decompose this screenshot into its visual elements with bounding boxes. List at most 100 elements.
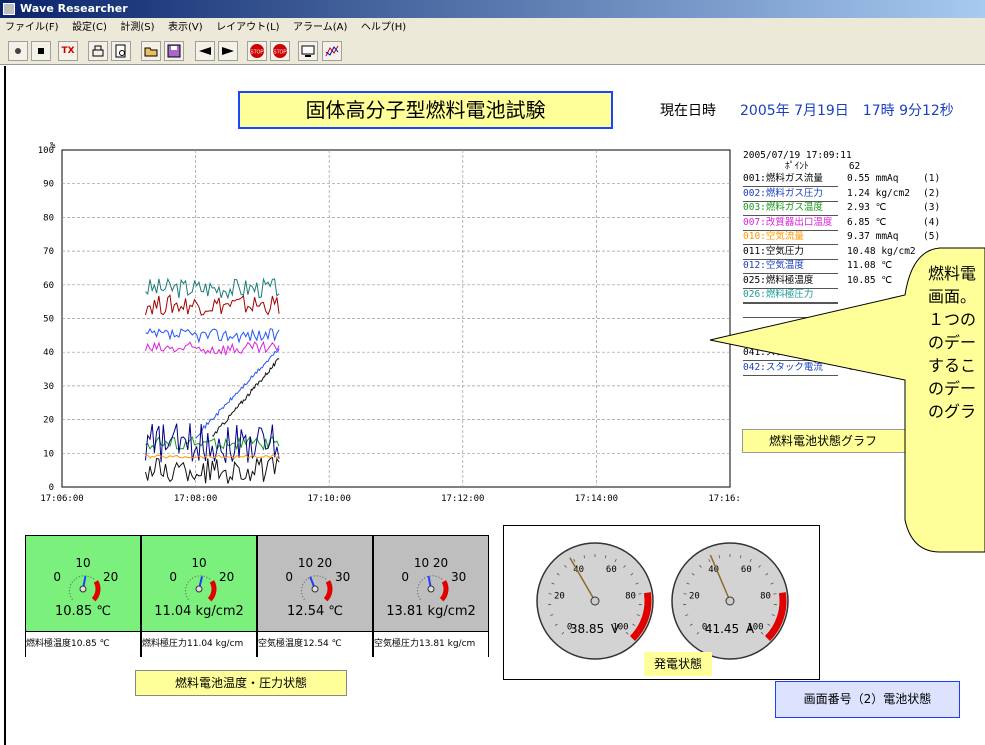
datetime-label: 現在日時 bbox=[660, 103, 716, 119]
legend-name: 003:燃料ガス温度 bbox=[743, 201, 838, 216]
print-icon[interactable] bbox=[88, 41, 108, 61]
gauge-scale bbox=[301, 575, 328, 600]
y-tick-label: 90 bbox=[43, 180, 54, 190]
gauge-scale bbox=[69, 575, 96, 600]
y-tick-label: 40 bbox=[43, 348, 54, 358]
legend-timestamp: 2005/07/19 17:09:11 bbox=[743, 150, 852, 161]
stop-sign-icon-2[interactable]: STOP bbox=[270, 41, 290, 61]
legend-row: 011:空気圧力 10.48 kg/cm2 bbox=[743, 245, 943, 260]
legend-value: 0.55 mmAq bbox=[847, 173, 899, 184]
gauge-hub bbox=[79, 585, 87, 593]
meter-tick-label: 60 bbox=[606, 565, 617, 575]
legend-name: 001:燃料ガス流量 bbox=[743, 172, 838, 187]
scroll-left-icon[interactable] bbox=[195, 41, 215, 61]
series-line bbox=[212, 357, 280, 437]
meter-hub bbox=[725, 596, 735, 606]
legend-row: 001:燃料ガス流量 0.55 mmAq (1) bbox=[743, 172, 943, 187]
series-line bbox=[145, 456, 280, 484]
power-label: 発電状態 bbox=[644, 652, 712, 676]
series-line bbox=[195, 348, 280, 439]
meter-tick bbox=[771, 614, 775, 616]
meter-tick bbox=[556, 573, 560, 576]
gauge-cell: 0 10 20 11.04 kg/cm2 燃料極圧力11.04 kg/cm bbox=[141, 535, 257, 657]
preview-icon[interactable] bbox=[111, 41, 131, 61]
legend-name: 025:燃料極温度 bbox=[743, 274, 838, 289]
save-icon[interactable] bbox=[164, 41, 184, 61]
legend-row bbox=[743, 302, 943, 318]
gauge-caption: 空気極圧力13.81 kg/cm bbox=[374, 631, 488, 657]
record-icon[interactable] bbox=[8, 41, 28, 61]
meter-tick-label: 20 bbox=[554, 591, 565, 601]
menu-view[interactable]: 表示(V) bbox=[168, 22, 203, 33]
gauge-scale bbox=[185, 575, 212, 600]
meter-tick-label: 100 bbox=[612, 622, 628, 632]
y-unit-label: % bbox=[50, 141, 56, 151]
callout-line: のデー bbox=[928, 333, 977, 352]
datetime-value: 2005年 7月19日 17時 9分12秒 bbox=[740, 103, 954, 119]
meter-tick bbox=[554, 623, 558, 626]
legend-row: 002:燃料ガス圧力 1.24 kg/cm2 (2) bbox=[743, 187, 943, 202]
series-line bbox=[145, 294, 280, 316]
meter-tick bbox=[550, 614, 554, 616]
menu-help[interactable]: ヘルプ(H) bbox=[360, 22, 407, 33]
menu-file[interactable]: ファイル(F) bbox=[5, 22, 59, 33]
gauge-lo-label: 0 bbox=[401, 570, 409, 584]
stop-sign-icon[interactable]: STOP bbox=[247, 41, 267, 61]
meter-tick bbox=[760, 631, 764, 635]
meter-unit: V bbox=[611, 622, 620, 636]
menu-settings[interactable]: 設定(C) bbox=[72, 22, 107, 33]
chart-icon[interactable] bbox=[322, 41, 342, 61]
gauge-face: 0 10 20 10.85 ℃ bbox=[26, 536, 140, 631]
meter-value: 41.45 bbox=[705, 622, 739, 636]
gauge-hi-label: 20 bbox=[103, 570, 118, 584]
gauge-hi-label: 30 bbox=[335, 570, 350, 584]
open-icon[interactable] bbox=[141, 41, 161, 61]
tx-icon[interactable]: TX bbox=[58, 41, 78, 61]
gauge-hub bbox=[427, 585, 435, 593]
series-line bbox=[145, 454, 280, 459]
gauge-hi-label: 20 bbox=[219, 570, 234, 584]
series-line bbox=[145, 340, 280, 356]
x-tick-label: 17:14:00 bbox=[575, 494, 618, 504]
menu-alarm[interactable]: アラーム(A) bbox=[293, 22, 348, 33]
gauge-dial: 0 10 20 bbox=[53, 556, 118, 602]
meter-tick bbox=[551, 582, 555, 585]
x-tick-label: 17:06:00 bbox=[40, 494, 83, 504]
legend-value: 1.24 kg/cm2 bbox=[847, 187, 910, 199]
gauge-red-zone bbox=[91, 580, 101, 602]
menu-layout[interactable]: レイアウト(L) bbox=[216, 22, 280, 33]
stop-icon[interactable] bbox=[31, 41, 51, 61]
legend-row: 003:燃料ガス温度 2.93 ℃ (3) bbox=[743, 201, 943, 216]
legend-row: 025:燃料極温度 10.85 ℃ bbox=[743, 274, 943, 289]
legend-row: 012:空気温度 11.08 ℃ bbox=[743, 259, 943, 274]
screen-number-button[interactable]: 画面番号（2）電池状態 bbox=[775, 681, 960, 718]
meter-tick bbox=[758, 565, 761, 568]
gauge-face: 0 10 20 11.04 kg/cm2 bbox=[142, 536, 256, 631]
legend-index: (5) bbox=[923, 231, 941, 242]
gauge-mid-label: 10 bbox=[75, 556, 90, 570]
gauges-label: 燃料電池温度・圧力状態 bbox=[135, 670, 347, 696]
y-tick-label: 70 bbox=[43, 247, 54, 257]
trend-chart[interactable]: 0 10 20 30 40 50 60 70 80 90 100 17:06:00 17:08:00 17… bbox=[10, 140, 740, 510]
gauge-dial: 0 10 20 bbox=[169, 556, 234, 602]
meter-tick bbox=[749, 558, 752, 562]
scroll-right-icon[interactable] bbox=[218, 41, 238, 61]
menu-measure[interactable]: 計測(S) bbox=[120, 22, 155, 33]
meter-tick bbox=[739, 555, 742, 559]
legend-row: 010:空気流量 9.37 mmAq (5) bbox=[743, 230, 943, 245]
legend-index: (4) bbox=[923, 216, 941, 228]
y-tick-label: 50 bbox=[43, 315, 54, 325]
legend-point-value: 62 bbox=[848, 161, 861, 172]
monitor-icon[interactable] bbox=[298, 41, 318, 61]
meter-tick bbox=[561, 631, 565, 635]
meter-tick-label: 80 bbox=[760, 591, 771, 601]
series-line bbox=[145, 277, 280, 300]
toolbar: TX STOP STOP bbox=[0, 37, 985, 65]
gauge-mid-label: 10 20 bbox=[298, 556, 332, 570]
title-bar: Wave Researcher bbox=[0, 0, 985, 18]
legend-point: ﾎﾟｲﾝﾄ 62 bbox=[743, 161, 943, 172]
stop-sign-text: STOP bbox=[250, 50, 264, 56]
meter-needle bbox=[709, 554, 731, 602]
